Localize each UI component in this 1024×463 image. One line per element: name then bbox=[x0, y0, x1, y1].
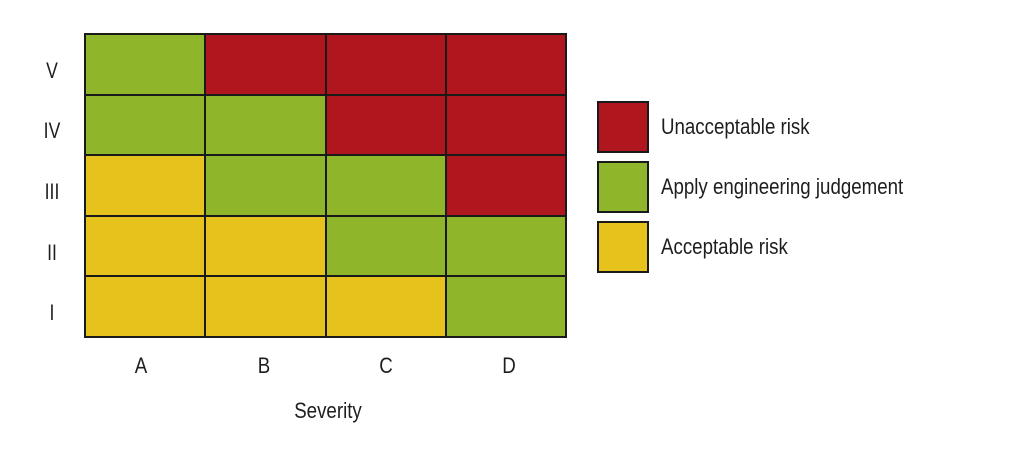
matrix-cell-II-C bbox=[326, 216, 445, 276]
x-label-a: A bbox=[134, 353, 148, 378]
y-label-iii: III bbox=[44, 179, 60, 204]
legend-label: Apply engineering judgement bbox=[661, 174, 904, 199]
matrix-cell-IV-D bbox=[446, 95, 565, 155]
risk-matrix-grid bbox=[84, 33, 567, 338]
legend-item-unacceptable: Unacceptable risk bbox=[597, 101, 836, 153]
y-label-iv: IV bbox=[43, 118, 61, 143]
x-axis-title: Severity bbox=[294, 398, 362, 423]
matrix-cell-I-C bbox=[326, 277, 445, 336]
legend-item-judgement: Apply engineering judgement bbox=[597, 161, 946, 213]
matrix-cell-IV-A bbox=[86, 95, 205, 155]
matrix-cell-II-A bbox=[86, 216, 205, 276]
legend-swatch-yellow bbox=[597, 221, 649, 273]
matrix-cell-I-A bbox=[86, 277, 205, 336]
matrix-cell-III-D bbox=[446, 156, 565, 215]
legend-label: Acceptable risk bbox=[661, 234, 788, 259]
matrix-cell-I-D bbox=[446, 277, 565, 336]
matrix-cell-I-B bbox=[206, 277, 325, 336]
matrix-cell-IV-C bbox=[326, 95, 445, 155]
matrix-cell-V-D bbox=[446, 35, 565, 94]
matrix-cell-IV-B bbox=[206, 95, 325, 155]
legend-swatch-green bbox=[597, 161, 649, 213]
y-label-ii: II bbox=[47, 240, 57, 265]
matrix-cell-III-A bbox=[86, 156, 205, 215]
legend-swatch-red bbox=[597, 101, 649, 153]
x-label-b: B bbox=[257, 353, 271, 378]
legend-item-acceptable: Acceptable risk bbox=[597, 221, 810, 273]
y-label-v: V bbox=[46, 58, 58, 83]
matrix-cell-V-A bbox=[86, 35, 205, 94]
y-label-i: I bbox=[49, 300, 55, 325]
legend-label: Unacceptable risk bbox=[661, 114, 810, 139]
x-label-d: D bbox=[502, 353, 516, 378]
matrix-cell-III-C bbox=[326, 156, 445, 215]
matrix-cell-III-B bbox=[206, 156, 325, 215]
matrix-cell-V-C bbox=[326, 35, 445, 94]
matrix-cell-V-B bbox=[206, 35, 325, 94]
matrix-cell-II-B bbox=[206, 216, 325, 276]
x-label-c: C bbox=[379, 353, 393, 378]
matrix-cell-II-D bbox=[446, 216, 565, 276]
